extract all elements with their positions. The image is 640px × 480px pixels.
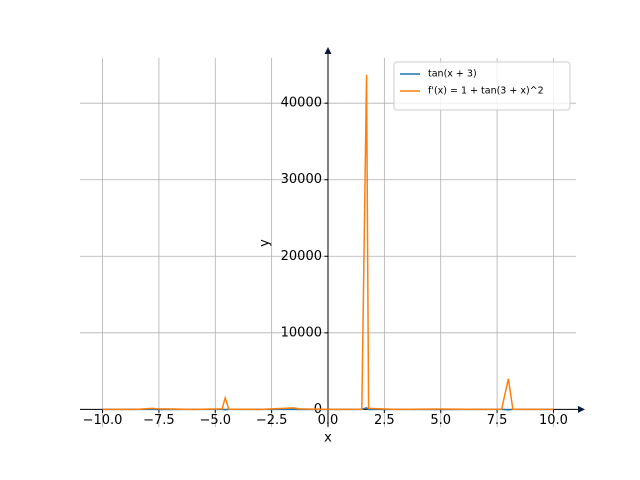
x-axis-label: x bbox=[324, 431, 332, 446]
series-line bbox=[102, 74, 554, 411]
y-axis-arrow bbox=[324, 47, 332, 54]
y-tick-label: 20000 bbox=[281, 249, 322, 264]
x-tick-label: −2.5 bbox=[256, 413, 288, 428]
legend-label: tan(x + 3) bbox=[428, 69, 477, 80]
x-tick-label: 5.0 bbox=[430, 413, 451, 428]
y-axis-label: y bbox=[258, 239, 273, 247]
x-tick-label: −10.0 bbox=[83, 413, 123, 428]
y-tick-label: 10000 bbox=[281, 325, 322, 340]
legend-label: f'(x) = 1 + tan(3 + x)^2 bbox=[428, 86, 544, 97]
legend-box bbox=[393, 61, 571, 111]
x-tick-label: 7.5 bbox=[487, 413, 508, 428]
y-tick-label: 30000 bbox=[281, 172, 322, 187]
y-tick-label: 40000 bbox=[281, 96, 322, 111]
x-tick-label: 2.5 bbox=[374, 413, 395, 428]
x-tick-label: 0.0 bbox=[318, 413, 339, 428]
x-tick-label: −5.0 bbox=[199, 413, 231, 428]
x-tick-label: −7.5 bbox=[143, 413, 175, 428]
x-tick-label: 10.0 bbox=[539, 413, 568, 428]
x-axis-arrow bbox=[578, 405, 585, 413]
